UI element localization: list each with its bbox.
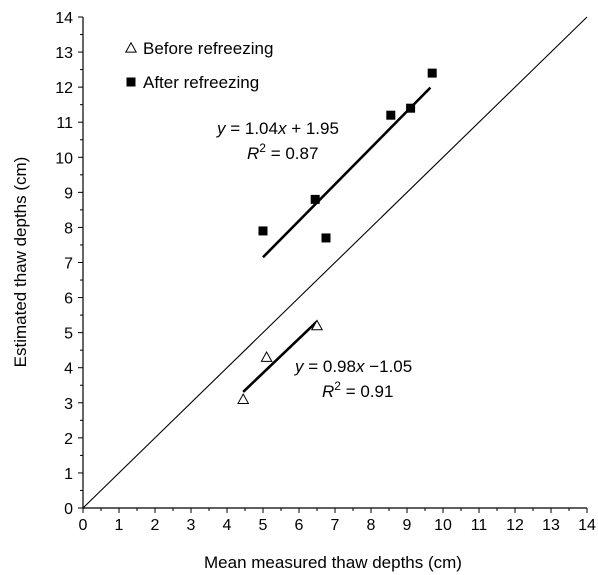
y-tick-label: 4 xyxy=(64,361,73,378)
point-before-refreezing xyxy=(260,350,273,362)
legend: Before refreezing After refreezing xyxy=(124,39,273,92)
y-tick-label: 5 xyxy=(64,326,73,343)
x-tick-label: 6 xyxy=(295,517,304,534)
y-tick-label: 10 xyxy=(55,150,73,167)
y-tick-label: 2 xyxy=(64,431,73,448)
fit-lines-layer xyxy=(242,86,432,393)
x-tick-label: 12 xyxy=(506,517,524,534)
legend-marker-before-refreezing xyxy=(124,41,138,53)
y-tick-label: 9 xyxy=(64,185,73,202)
y-tick-label: 14 xyxy=(55,10,73,27)
fit-line-after-refreezing xyxy=(262,86,432,259)
one-to-one-line xyxy=(82,16,588,509)
fit-line-before-refreezing xyxy=(242,320,318,393)
reference-line-layer xyxy=(82,16,588,509)
x-tick-label: 0 xyxy=(79,517,88,534)
x-tick-label: 14 xyxy=(578,517,596,534)
point-after-refreezing xyxy=(321,233,331,243)
x-tick-label: 4 xyxy=(223,517,232,534)
y-tick-label: 1 xyxy=(64,466,73,483)
x-tick-label: 1 xyxy=(115,517,124,534)
legend-label-before-refreezing: Before refreezing xyxy=(143,39,273,58)
x-tick-label: 13 xyxy=(542,517,560,534)
x-tick-label: 10 xyxy=(434,517,452,534)
y-tick-label: 11 xyxy=(56,115,73,132)
x-tick-label: 8 xyxy=(367,517,376,534)
y-tick-label: 8 xyxy=(64,220,73,237)
x-tick-label: 7 xyxy=(331,517,340,534)
y-axis-title: Estimated thaw depths (cm) xyxy=(11,157,30,368)
fit-equation-before-refreezing: y = 0.98x −1.05 xyxy=(294,357,412,376)
legend-label-after-refreezing: After refreezing xyxy=(143,73,259,92)
y-tick-label: 7 xyxy=(64,256,73,273)
y-tick-label: 12 xyxy=(55,80,73,97)
point-after-refreezing xyxy=(406,103,416,113)
point-before-refreezing xyxy=(237,393,250,404)
point-before-refreezing xyxy=(310,319,324,331)
x-axis-title: Mean measured thaw depths (cm) xyxy=(204,553,462,572)
fit-r2-after-refreezing: R2 = 0.87 xyxy=(247,141,318,163)
y-tick-label: 13 xyxy=(55,45,73,62)
y-tick-label: 0 xyxy=(64,501,73,518)
legend-marker-after-refreezing xyxy=(126,77,136,87)
y-tick-label: 3 xyxy=(64,396,73,413)
point-after-refreezing xyxy=(386,110,396,120)
annotations-layer: y = 1.04x + 1.95 R2 = 0.87 y = 0.98x −1.… xyxy=(216,119,412,401)
x-tick-label: 9 xyxy=(403,517,412,534)
x-tick-label: 3 xyxy=(187,517,196,534)
points-layer xyxy=(237,68,437,404)
point-after-refreezing xyxy=(310,194,320,204)
x-tick-label: 2 xyxy=(151,517,160,534)
y-tick-label: 6 xyxy=(64,291,73,308)
fit-equation-after-refreezing: y = 1.04x + 1.95 xyxy=(216,119,339,138)
x-tick-label: 5 xyxy=(259,517,268,534)
point-after-refreezing xyxy=(258,226,268,236)
fit-r2-before-refreezing: R2 = 0.91 xyxy=(322,379,393,401)
point-after-refreezing xyxy=(427,68,437,78)
x-tick-label: 11 xyxy=(471,517,488,534)
